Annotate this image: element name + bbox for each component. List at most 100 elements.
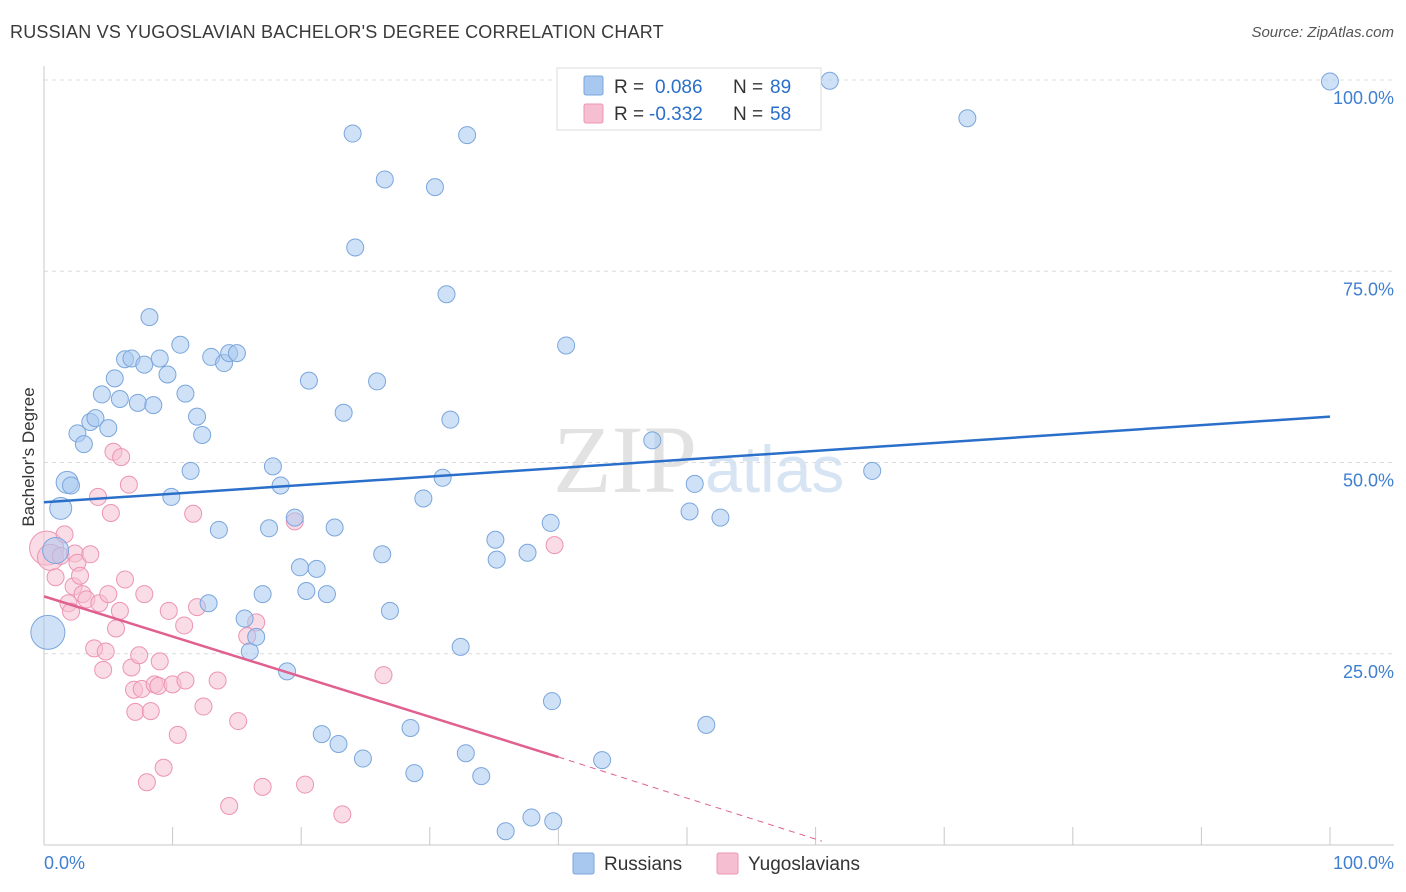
russians-point bbox=[42, 536, 70, 564]
russians-point bbox=[253, 585, 272, 604]
russians-point bbox=[92, 385, 111, 404]
legend-bottom-russians: Russians bbox=[604, 854, 682, 875]
russians-point bbox=[522, 808, 541, 827]
russians-point bbox=[158, 365, 177, 384]
yugoslavians-point bbox=[184, 504, 203, 523]
yugoslavians-point bbox=[101, 503, 120, 522]
russians-point bbox=[643, 431, 662, 450]
y-tick-label-50: 50.0% bbox=[1343, 471, 1394, 491]
legend-r-label-yugoslavians: R = bbox=[614, 104, 644, 125]
russians-point bbox=[863, 461, 882, 480]
russians-point bbox=[368, 372, 387, 391]
russians-point bbox=[353, 749, 372, 768]
russians-point bbox=[105, 369, 124, 388]
yugoslavians-point bbox=[99, 585, 118, 604]
russians-point bbox=[380, 601, 399, 620]
russians-point bbox=[299, 371, 318, 390]
legend-r-value-russians: 0.086 bbox=[655, 77, 703, 98]
yugoslavians-point bbox=[116, 570, 135, 589]
russians-point bbox=[373, 545, 392, 564]
russians-point bbox=[496, 822, 515, 841]
russians-point bbox=[150, 349, 169, 368]
russians-point bbox=[1321, 72, 1339, 91]
russians-point bbox=[711, 508, 730, 527]
y-tick-label-100: 100.0% bbox=[1333, 88, 1394, 108]
russians-point bbox=[401, 718, 420, 737]
russians-point bbox=[472, 767, 491, 786]
yugoslavians-points bbox=[29, 442, 564, 824]
russians-point bbox=[290, 558, 309, 577]
russians-point bbox=[247, 627, 266, 646]
russians-point bbox=[135, 355, 154, 374]
russians-point bbox=[544, 812, 563, 831]
russians-point bbox=[334, 403, 353, 422]
russians-point bbox=[140, 308, 159, 327]
chart-title: RUSSIAN VS YUGOSLAVIAN BACHELOR'S DEGREE… bbox=[10, 22, 664, 42]
russians-point bbox=[297, 582, 316, 601]
legend-top: R = 0.086 N = 89 R = -0.332 N = 58 bbox=[556, 67, 822, 131]
yugoslavians-point bbox=[46, 568, 65, 587]
russians-point bbox=[414, 489, 433, 508]
russians-point bbox=[86, 409, 105, 428]
russians-point bbox=[518, 543, 537, 562]
russians-point bbox=[209, 520, 228, 539]
russians-point bbox=[593, 751, 612, 770]
russians-point bbox=[285, 508, 304, 527]
russians-point bbox=[346, 238, 365, 257]
russians-point bbox=[820, 71, 839, 90]
yugoslavians-point bbox=[94, 660, 113, 679]
russians-trend-line bbox=[43, 415, 1331, 504]
russians-point bbox=[451, 637, 470, 656]
y-tick-label-25: 25.0% bbox=[1343, 662, 1394, 682]
yugoslavians-point bbox=[141, 702, 160, 721]
legend-swatch-yugoslavians bbox=[583, 103, 604, 124]
yugoslavians-point bbox=[253, 777, 272, 796]
legend-bottom-swatch-yugoslavians bbox=[716, 852, 739, 875]
yugoslavians-point bbox=[333, 805, 352, 824]
russians-point bbox=[49, 496, 73, 520]
yugoslavians-point bbox=[176, 671, 195, 690]
yugoslavians-point bbox=[154, 758, 173, 777]
yugoslavians-point bbox=[545, 536, 564, 555]
russians-point bbox=[144, 396, 163, 415]
russians-point bbox=[176, 384, 195, 403]
russians-point bbox=[375, 170, 394, 189]
russians-point bbox=[99, 419, 118, 438]
russians-point bbox=[487, 550, 506, 569]
yugoslavians-point bbox=[135, 585, 154, 604]
legend-n-label-russians: N = bbox=[733, 77, 763, 98]
russians-point bbox=[162, 487, 181, 506]
yugoslavians-point bbox=[159, 601, 178, 620]
yugoslavians-point bbox=[194, 697, 213, 716]
yugoslavians-point bbox=[81, 545, 100, 564]
axes bbox=[43, 66, 1394, 846]
yugoslavians-point bbox=[168, 725, 187, 744]
yugoslavians-point bbox=[96, 642, 115, 661]
russians-point bbox=[433, 468, 452, 487]
russians-point bbox=[541, 513, 560, 532]
yugoslavians-point bbox=[119, 475, 138, 494]
y-axis-label: Bachelor's Degree bbox=[19, 387, 38, 526]
russians-point bbox=[343, 124, 362, 143]
yugoslavians-point bbox=[137, 773, 156, 792]
russians-point bbox=[486, 530, 505, 549]
russians-point bbox=[329, 735, 348, 754]
russians-point bbox=[557, 336, 576, 355]
yugoslavians-point bbox=[89, 487, 108, 506]
yugoslavians-point bbox=[374, 666, 393, 685]
yugoslavians-trend-extension bbox=[558, 756, 823, 842]
russians-point bbox=[458, 126, 477, 145]
russians-points bbox=[30, 71, 1339, 841]
y-tick-labels: 25.0% 50.0% 75.0% 100.0% bbox=[1333, 88, 1394, 682]
legend-r-label-russians: R = bbox=[614, 77, 644, 98]
russians-point bbox=[74, 435, 93, 454]
russians-point bbox=[685, 474, 704, 493]
russians-point bbox=[680, 502, 699, 521]
yugoslavians-point bbox=[110, 601, 129, 620]
grid-lines bbox=[44, 79, 1394, 655]
russians-point bbox=[199, 594, 218, 613]
yugoslavians-trend-line bbox=[43, 595, 559, 759]
source-credit: Source: ZipAtlas.com bbox=[1251, 24, 1394, 41]
russians-point bbox=[260, 519, 279, 538]
